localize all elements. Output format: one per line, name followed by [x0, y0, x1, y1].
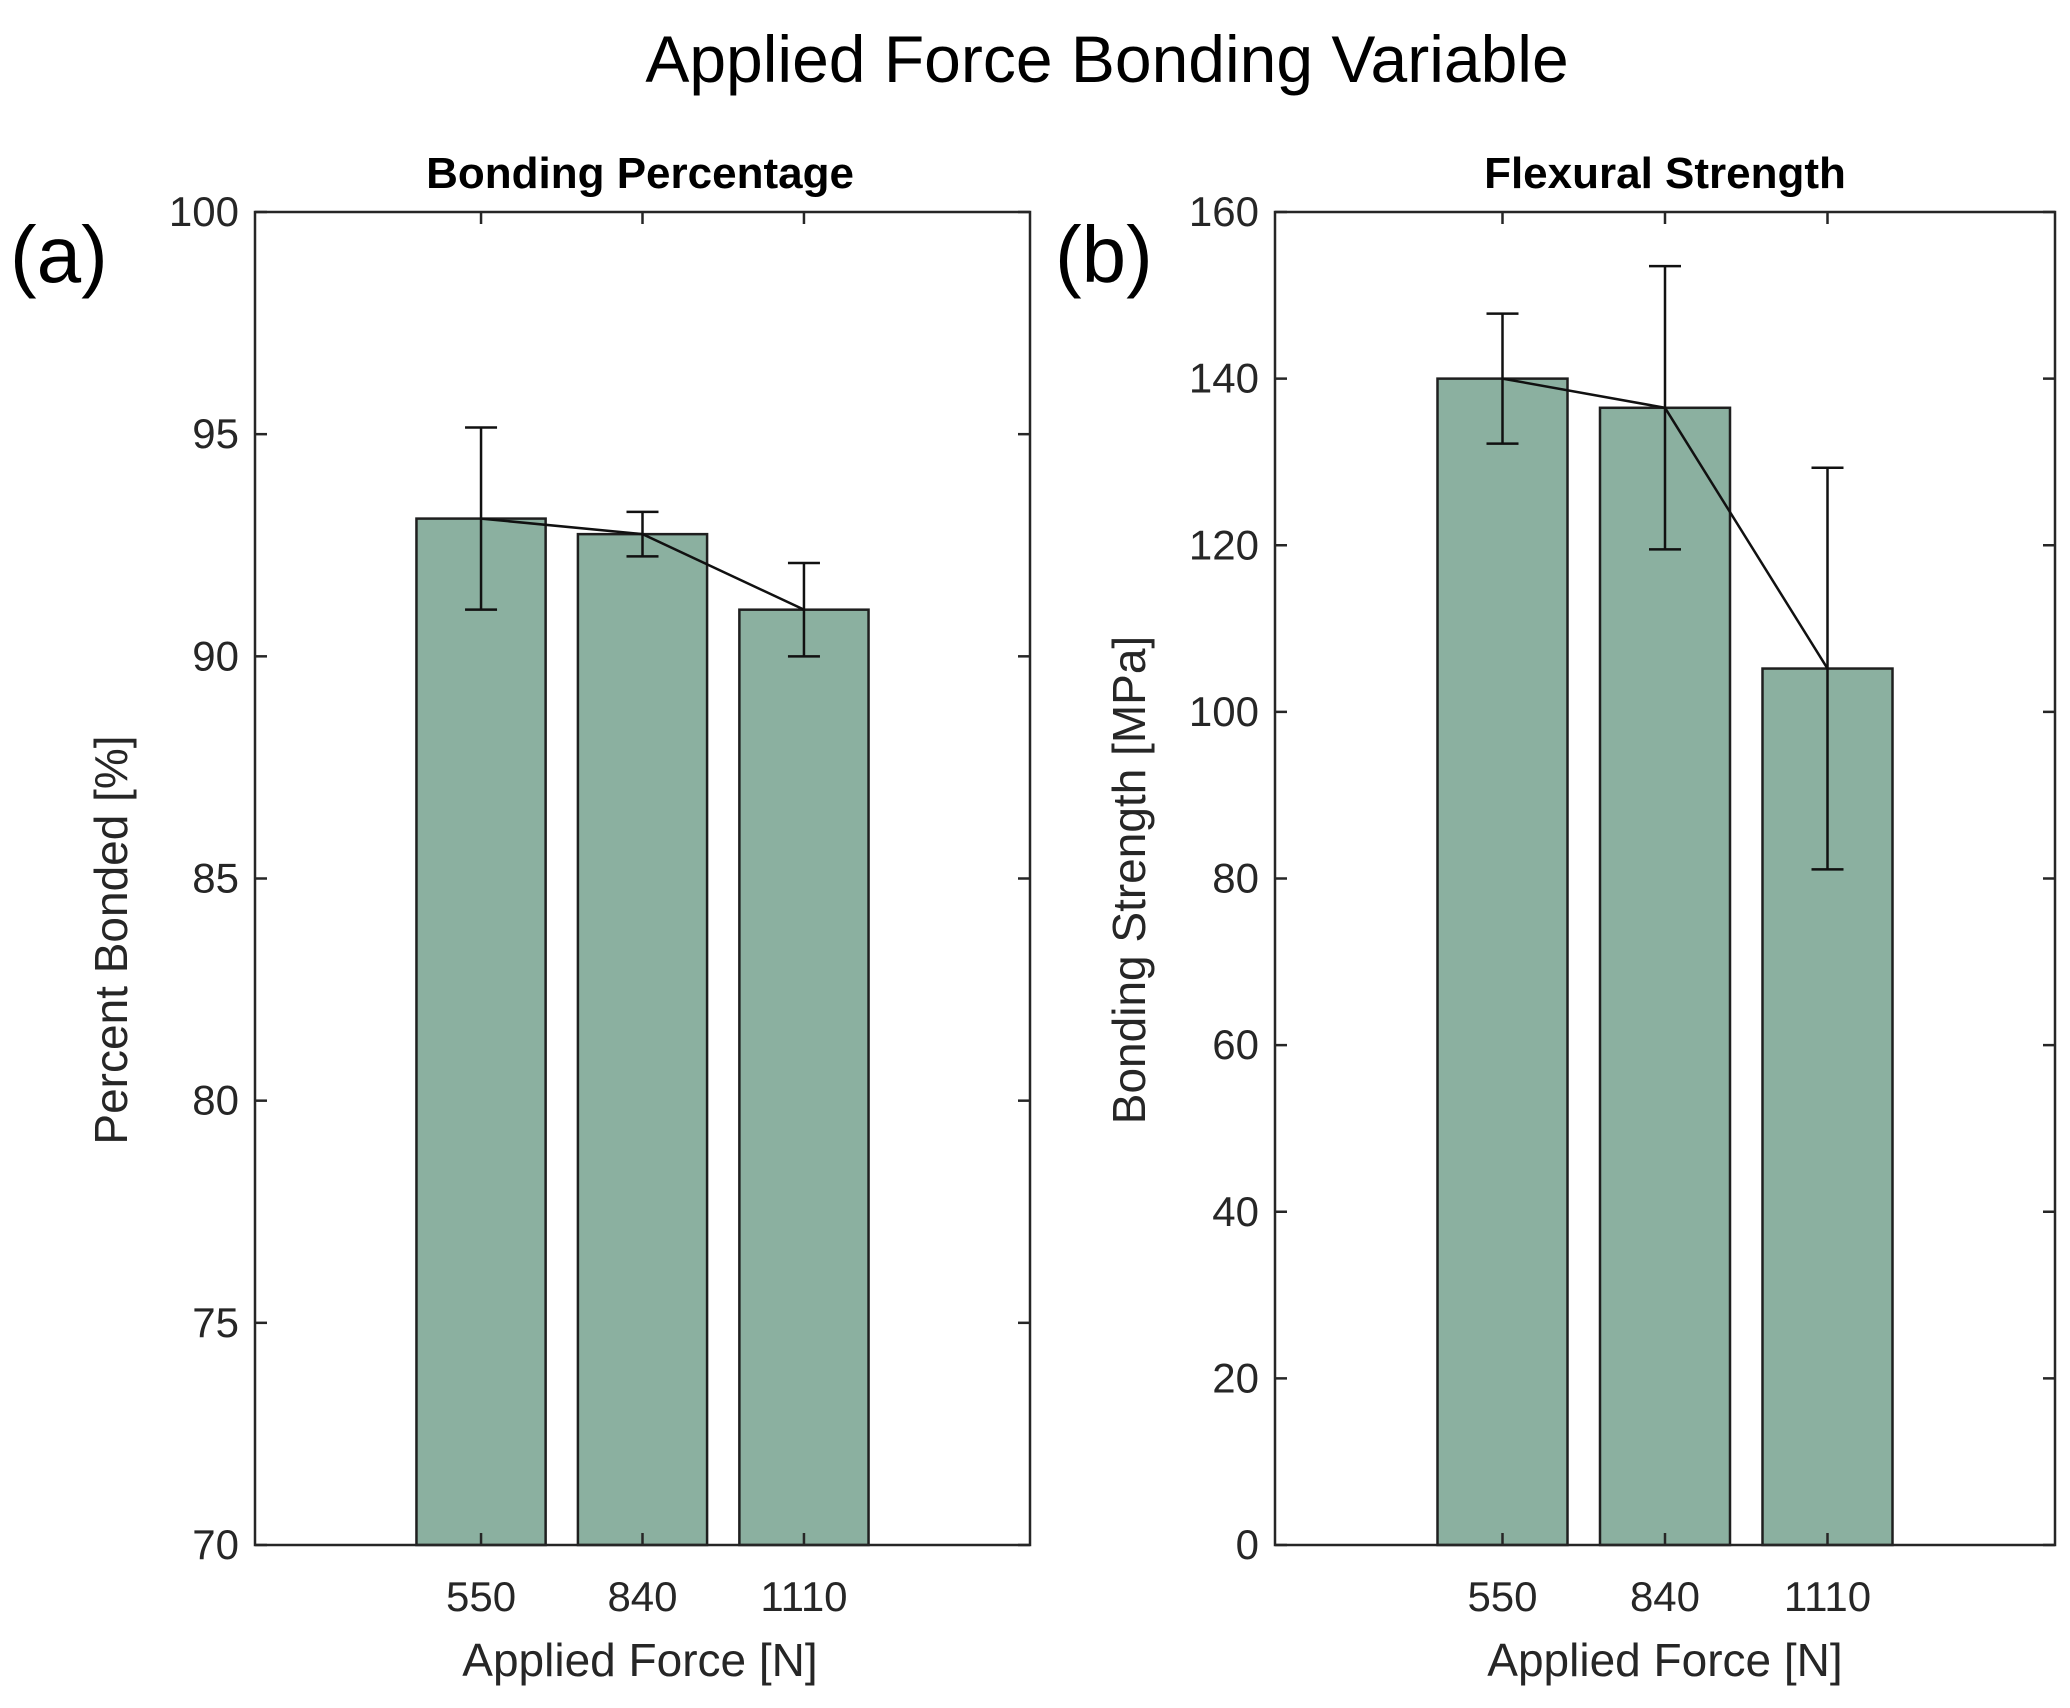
bar-840 [576, 532, 709, 1547]
y-tick-label: 80 [1212, 855, 1259, 902]
panel-a: (a) Bonding Percentage Applied Force [N]… [10, 149, 1032, 1686]
x-tick-label: 1110 [760, 1573, 847, 1620]
panel-title: Flexural Strength [1484, 149, 1846, 198]
panel-b: (b) Flexural Strength Applied Force [N] … [1055, 149, 2057, 1686]
panel-title: Bonding Percentage [426, 149, 854, 198]
error-bar-840 [1649, 264, 1681, 551]
error-bar-1110 [787, 561, 820, 658]
y-tick-label: 80 [192, 1077, 239, 1124]
x-axis-label: Applied Force [N] [462, 1634, 817, 1686]
y-tick-label: 120 [1189, 521, 1259, 568]
y-tick-label: 95 [192, 410, 239, 457]
y-tick-label: 70 [192, 1521, 239, 1568]
error-bar-1110 [1811, 466, 1844, 871]
y-tick-label: 85 [192, 855, 239, 902]
bar-550 [1436, 377, 1569, 1547]
panel-label: (a) [10, 210, 108, 299]
y-tick-label: 75 [192, 1299, 239, 1346]
figure-title: Applied Force Bonding Variable [645, 22, 1568, 96]
y-tick-label: 140 [1189, 355, 1259, 402]
error-bar-550 [465, 426, 498, 611]
x-tick-label: 840 [607, 1573, 677, 1620]
plot-area: 0 20 40 60 80 100 120 140 160 550 840 1110 [1189, 188, 2057, 1620]
error-bar-550 [1486, 312, 1519, 445]
bar-550 [415, 517, 547, 1547]
y-tick-label: 20 [1212, 1354, 1259, 1401]
bar-1110 [738, 608, 870, 1547]
x-tick-label: 1110 [1784, 1573, 1871, 1620]
y-axis-label: Bonding Strength [MPa] [1103, 636, 1155, 1124]
panel-label: (b) [1055, 210, 1153, 299]
y-tick-label: 40 [1212, 1188, 1259, 1235]
x-tick-label: 550 [446, 1573, 516, 1620]
y-tick-label: 160 [1189, 188, 1259, 235]
error-bar-840 [626, 510, 659, 558]
x-tick-label: 550 [1467, 1573, 1537, 1620]
y-tick-label: 100 [1189, 688, 1259, 735]
y-axis-label: Percent Bonded [%] [85, 735, 137, 1144]
y-tick-label: 100 [169, 188, 239, 235]
y-tick-label: 0 [1236, 1521, 1259, 1568]
y-tick-label: 90 [192, 632, 239, 679]
bar-840 [1598, 406, 1732, 1547]
y-tick-label: 60 [1212, 1021, 1259, 1068]
x-axis-label: Applied Force [N] [1487, 1634, 1842, 1686]
x-tick-label: 840 [1630, 1573, 1700, 1620]
plot-area: 70 75 80 85 90 95 100 550 840 1110 [169, 188, 1032, 1620]
